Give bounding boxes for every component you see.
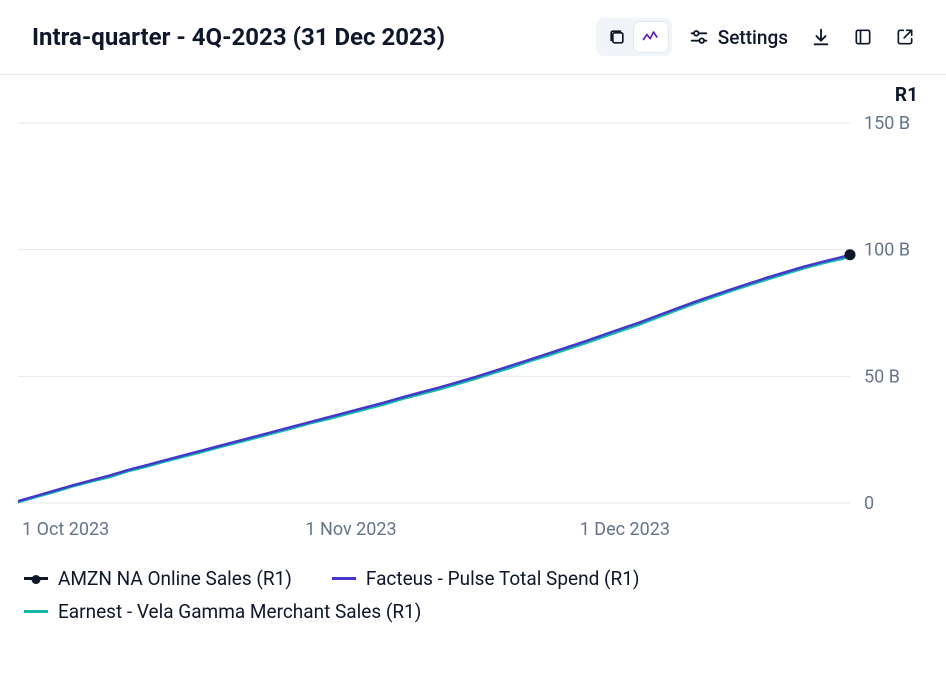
cards-view-button[interactable] [600, 22, 634, 52]
fullscreen-button[interactable] [846, 20, 880, 54]
y-axis-title: R1 [895, 83, 918, 106]
chart-view-button[interactable] [634, 22, 668, 52]
svg-text:1 Oct 2023: 1 Oct 2023 [22, 519, 109, 540]
series-line-facteus [18, 255, 850, 502]
toolbar: Settings [596, 18, 922, 56]
open-external-button[interactable] [888, 20, 922, 54]
legend-item-facteus[interactable]: Facteus - Pulse Total Spend (R1) [332, 567, 640, 590]
cards-icon [607, 27, 627, 47]
download-button[interactable] [804, 20, 838, 54]
svg-text:1 Dec 2023: 1 Dec 2023 [580, 519, 670, 540]
header: Intra-quarter - 4Q-2023 (31 Dec 2023) [0, 0, 946, 75]
svg-text:0: 0 [864, 493, 874, 514]
svg-text:50 B: 50 B [864, 366, 900, 387]
legend: AMZN NA Online Sales (R1) Facteus - Pulse… [0, 557, 946, 623]
sliders-icon [688, 26, 710, 48]
legend-swatch [24, 610, 48, 613]
legend-swatch [332, 577, 356, 580]
legend-item-amzn[interactable]: AMZN NA Online Sales (R1) [24, 567, 292, 590]
svg-text:150 B: 150 B [864, 113, 910, 134]
line-chart-icon [641, 27, 661, 47]
settings-button[interactable]: Settings [680, 20, 796, 55]
chart-svg: 0 50 B 100 B 150 B 1 Oct 2023 1 Nov 2023 1 Dec… [18, 87, 922, 557]
download-icon [810, 26, 832, 48]
view-mode-toggle [596, 18, 672, 56]
legend-swatch [24, 577, 48, 580]
svg-text:100 B: 100 B [864, 240, 910, 261]
expand-icon [853, 27, 873, 47]
page-title: Intra-quarter - 4Q-2023 (31 Dec 2023) [32, 23, 445, 51]
settings-label: Settings [718, 26, 788, 49]
legend-label: Facteus - Pulse Total Spend (R1) [366, 567, 640, 590]
svg-text:1 Nov 2023: 1 Nov 2023 [305, 519, 396, 540]
legend-label: AMZN NA Online Sales (R1) [58, 567, 292, 590]
chart-area: R1 0 50 B 100 B 150 B 1 Oct 2023 1 Nov 2023 1 … [0, 75, 946, 557]
series-marker-amzn [845, 249, 856, 260]
legend-item-earnest[interactable]: Earnest - Vela Gamma Merchant Sales (R1) [24, 600, 421, 623]
legend-label: Earnest - Vela Gamma Merchant Sales (R1) [58, 600, 421, 623]
external-link-icon [895, 27, 915, 47]
